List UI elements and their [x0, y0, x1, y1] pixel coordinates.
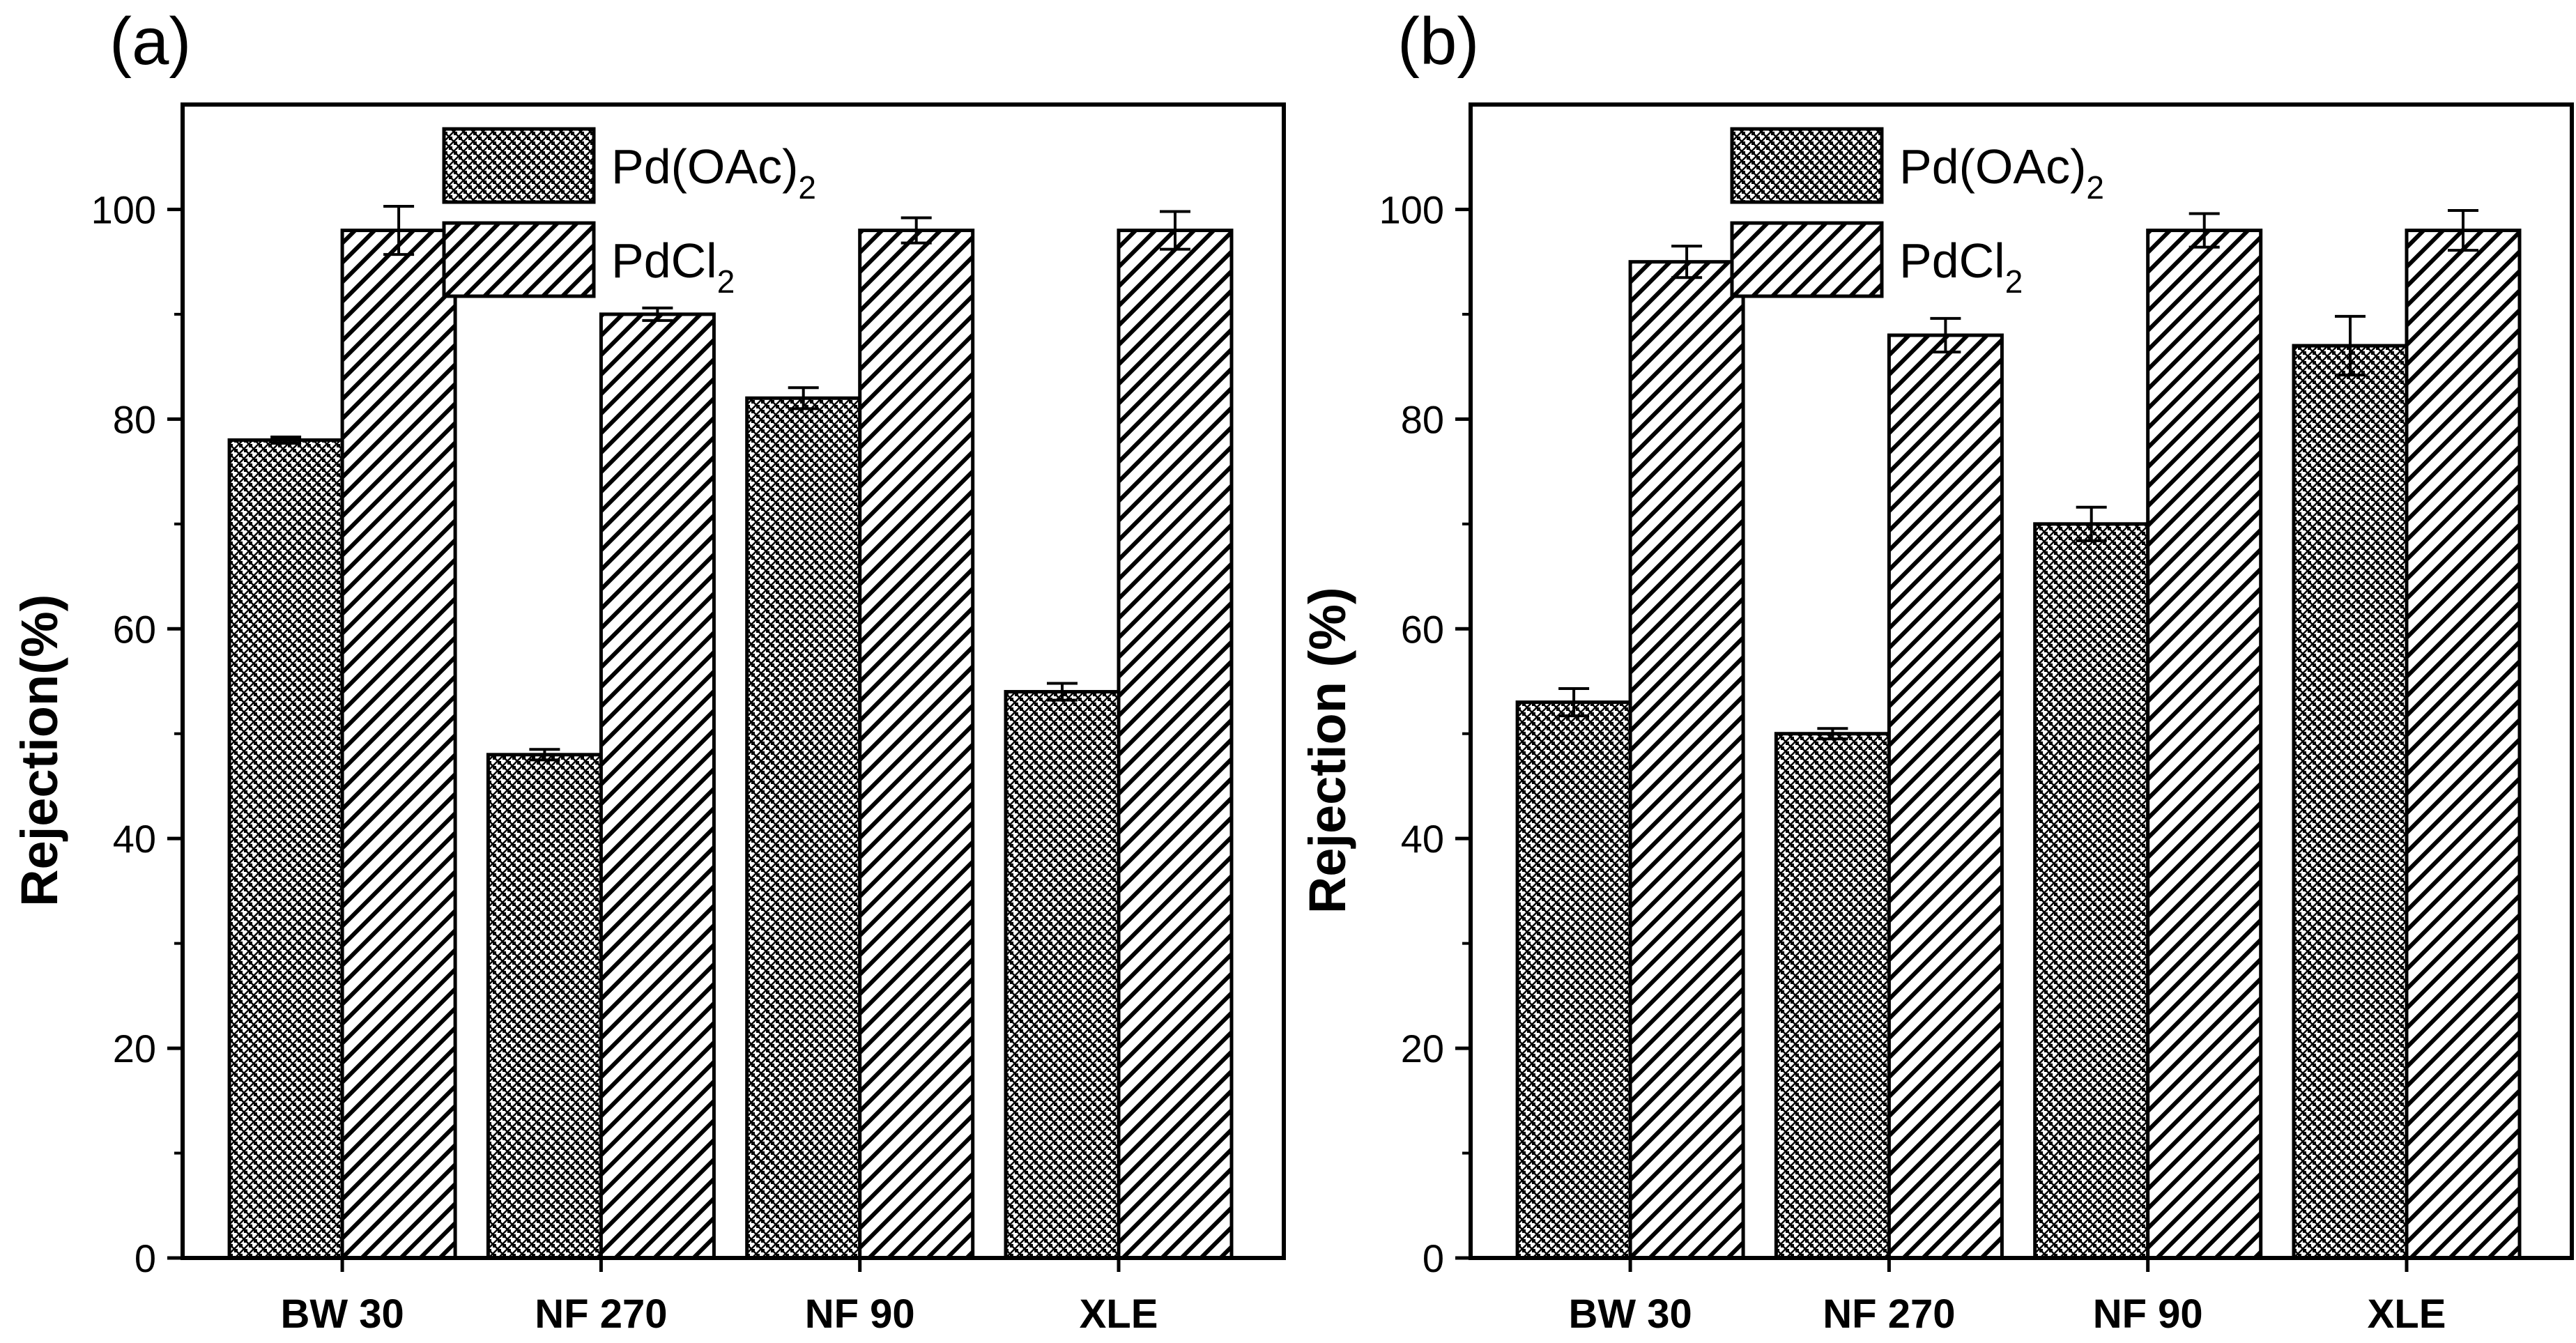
y-tick-label: 60 — [1401, 607, 1444, 651]
y-tick-label: 100 — [1379, 187, 1444, 231]
error-bar — [2076, 505, 2107, 542]
bar-pdcl2-xle — [1117, 229, 1234, 1260]
error-bar — [1671, 245, 1703, 279]
bar-pdoac2-bw30 — [227, 438, 344, 1260]
bar-pdoac2-nf270 — [486, 753, 603, 1260]
error-bar — [529, 748, 560, 762]
bar-pdcl2-xle — [2405, 229, 2522, 1260]
error-bar — [1558, 687, 1590, 718]
y-tick-label: 80 — [113, 397, 156, 441]
legend: Pd(OAc)2 PdCl2 — [1730, 127, 2104, 300]
x-tick-label: NF 90 — [805, 1291, 915, 1337]
x-tick-label: NF 90 — [2093, 1291, 2203, 1337]
error-bar — [270, 435, 302, 445]
x-tick-label: BW 30 — [1568, 1291, 1692, 1337]
error-bar — [900, 216, 932, 245]
y-tick-label: 40 — [1401, 817, 1444, 861]
x-tick-label: NF 270 — [535, 1291, 667, 1337]
bar-pdoac2-bw30 — [1515, 700, 1632, 1260]
bar-pdoac2-xle — [2292, 344, 2409, 1260]
y-axis-title: Rejection (%) — [1298, 587, 1356, 914]
error-bar — [2335, 314, 2366, 377]
error-bar — [2188, 212, 2220, 249]
error-bar — [383, 204, 415, 256]
legend-swatch-pdcl2 — [442, 221, 596, 298]
y-tick-label: 0 — [135, 1236, 156, 1280]
plot-frame — [1469, 102, 2574, 1260]
legend-swatch-pdoac2 — [1730, 127, 1884, 204]
y-tick-label: 100 — [91, 187, 156, 231]
bar-pdoac2-nf270 — [1774, 732, 1891, 1260]
legend-swatch-pdcl2 — [1730, 221, 1884, 298]
panel-label: (b) — [1397, 4, 1479, 79]
error-bar — [1817, 727, 1848, 741]
y-tick-label: 80 — [1401, 397, 1444, 441]
panel-label: (a) — [109, 4, 191, 79]
bar-pdoac2-nf90 — [745, 396, 862, 1260]
bar-pdcl2-nf270 — [1887, 333, 2004, 1260]
bar-pdcl2-nf90 — [858, 229, 975, 1260]
x-tick-label: BW 30 — [280, 1291, 404, 1337]
y-tick-label: 20 — [1401, 1027, 1444, 1070]
y-tick-label: 60 — [113, 607, 156, 651]
legend-label-pdcl2: PdCl2 — [611, 233, 735, 300]
chart-panel-b: (b) 0 20 40 60 80 100 Rejection (%) BW 30 NF 270 N… — [1298, 4, 2574, 1337]
legend: Pd(OAc)2 PdCl2 — [442, 127, 816, 300]
x-tick-label: NF 270 — [1823, 1291, 1955, 1337]
plot-frame — [181, 102, 1286, 1260]
error-bar — [2448, 208, 2478, 252]
error-bar — [1160, 210, 1190, 251]
error-bar — [788, 386, 819, 410]
bar-pdoac2-nf90 — [2033, 522, 2150, 1260]
legend-swatch-pdoac2 — [442, 127, 596, 204]
legend-label-pdoac2: Pd(OAc)2 — [611, 139, 816, 206]
y-axis-title: Rejection(%) — [10, 594, 68, 907]
legend-label-pdcl2: PdCl2 — [1899, 233, 2023, 300]
x-tick-label: XLE — [1080, 1291, 1158, 1337]
bar-pdcl2-bw30 — [340, 229, 457, 1260]
error-bar — [642, 306, 673, 322]
bar-pdoac2-xle — [1004, 690, 1121, 1260]
error-bar — [1930, 316, 1961, 354]
bar-pdcl2-nf90 — [2146, 229, 2263, 1260]
y-tick-label: 0 — [1423, 1236, 1444, 1280]
legend-label-pdoac2: Pd(OAc)2 — [1899, 139, 2104, 206]
y-tick-label: 40 — [113, 817, 156, 861]
bar-pdcl2-nf270 — [599, 312, 716, 1260]
chart-panel-a: (a) 0 20 40 60 80 100 Rejection(%) BW 30 NF 270 NF… — [10, 4, 1286, 1337]
bar-pdcl2-bw30 — [1628, 260, 1745, 1260]
error-bar — [1047, 682, 1078, 702]
y-tick-label: 20 — [113, 1027, 156, 1070]
x-tick-label: XLE — [2368, 1291, 2446, 1337]
